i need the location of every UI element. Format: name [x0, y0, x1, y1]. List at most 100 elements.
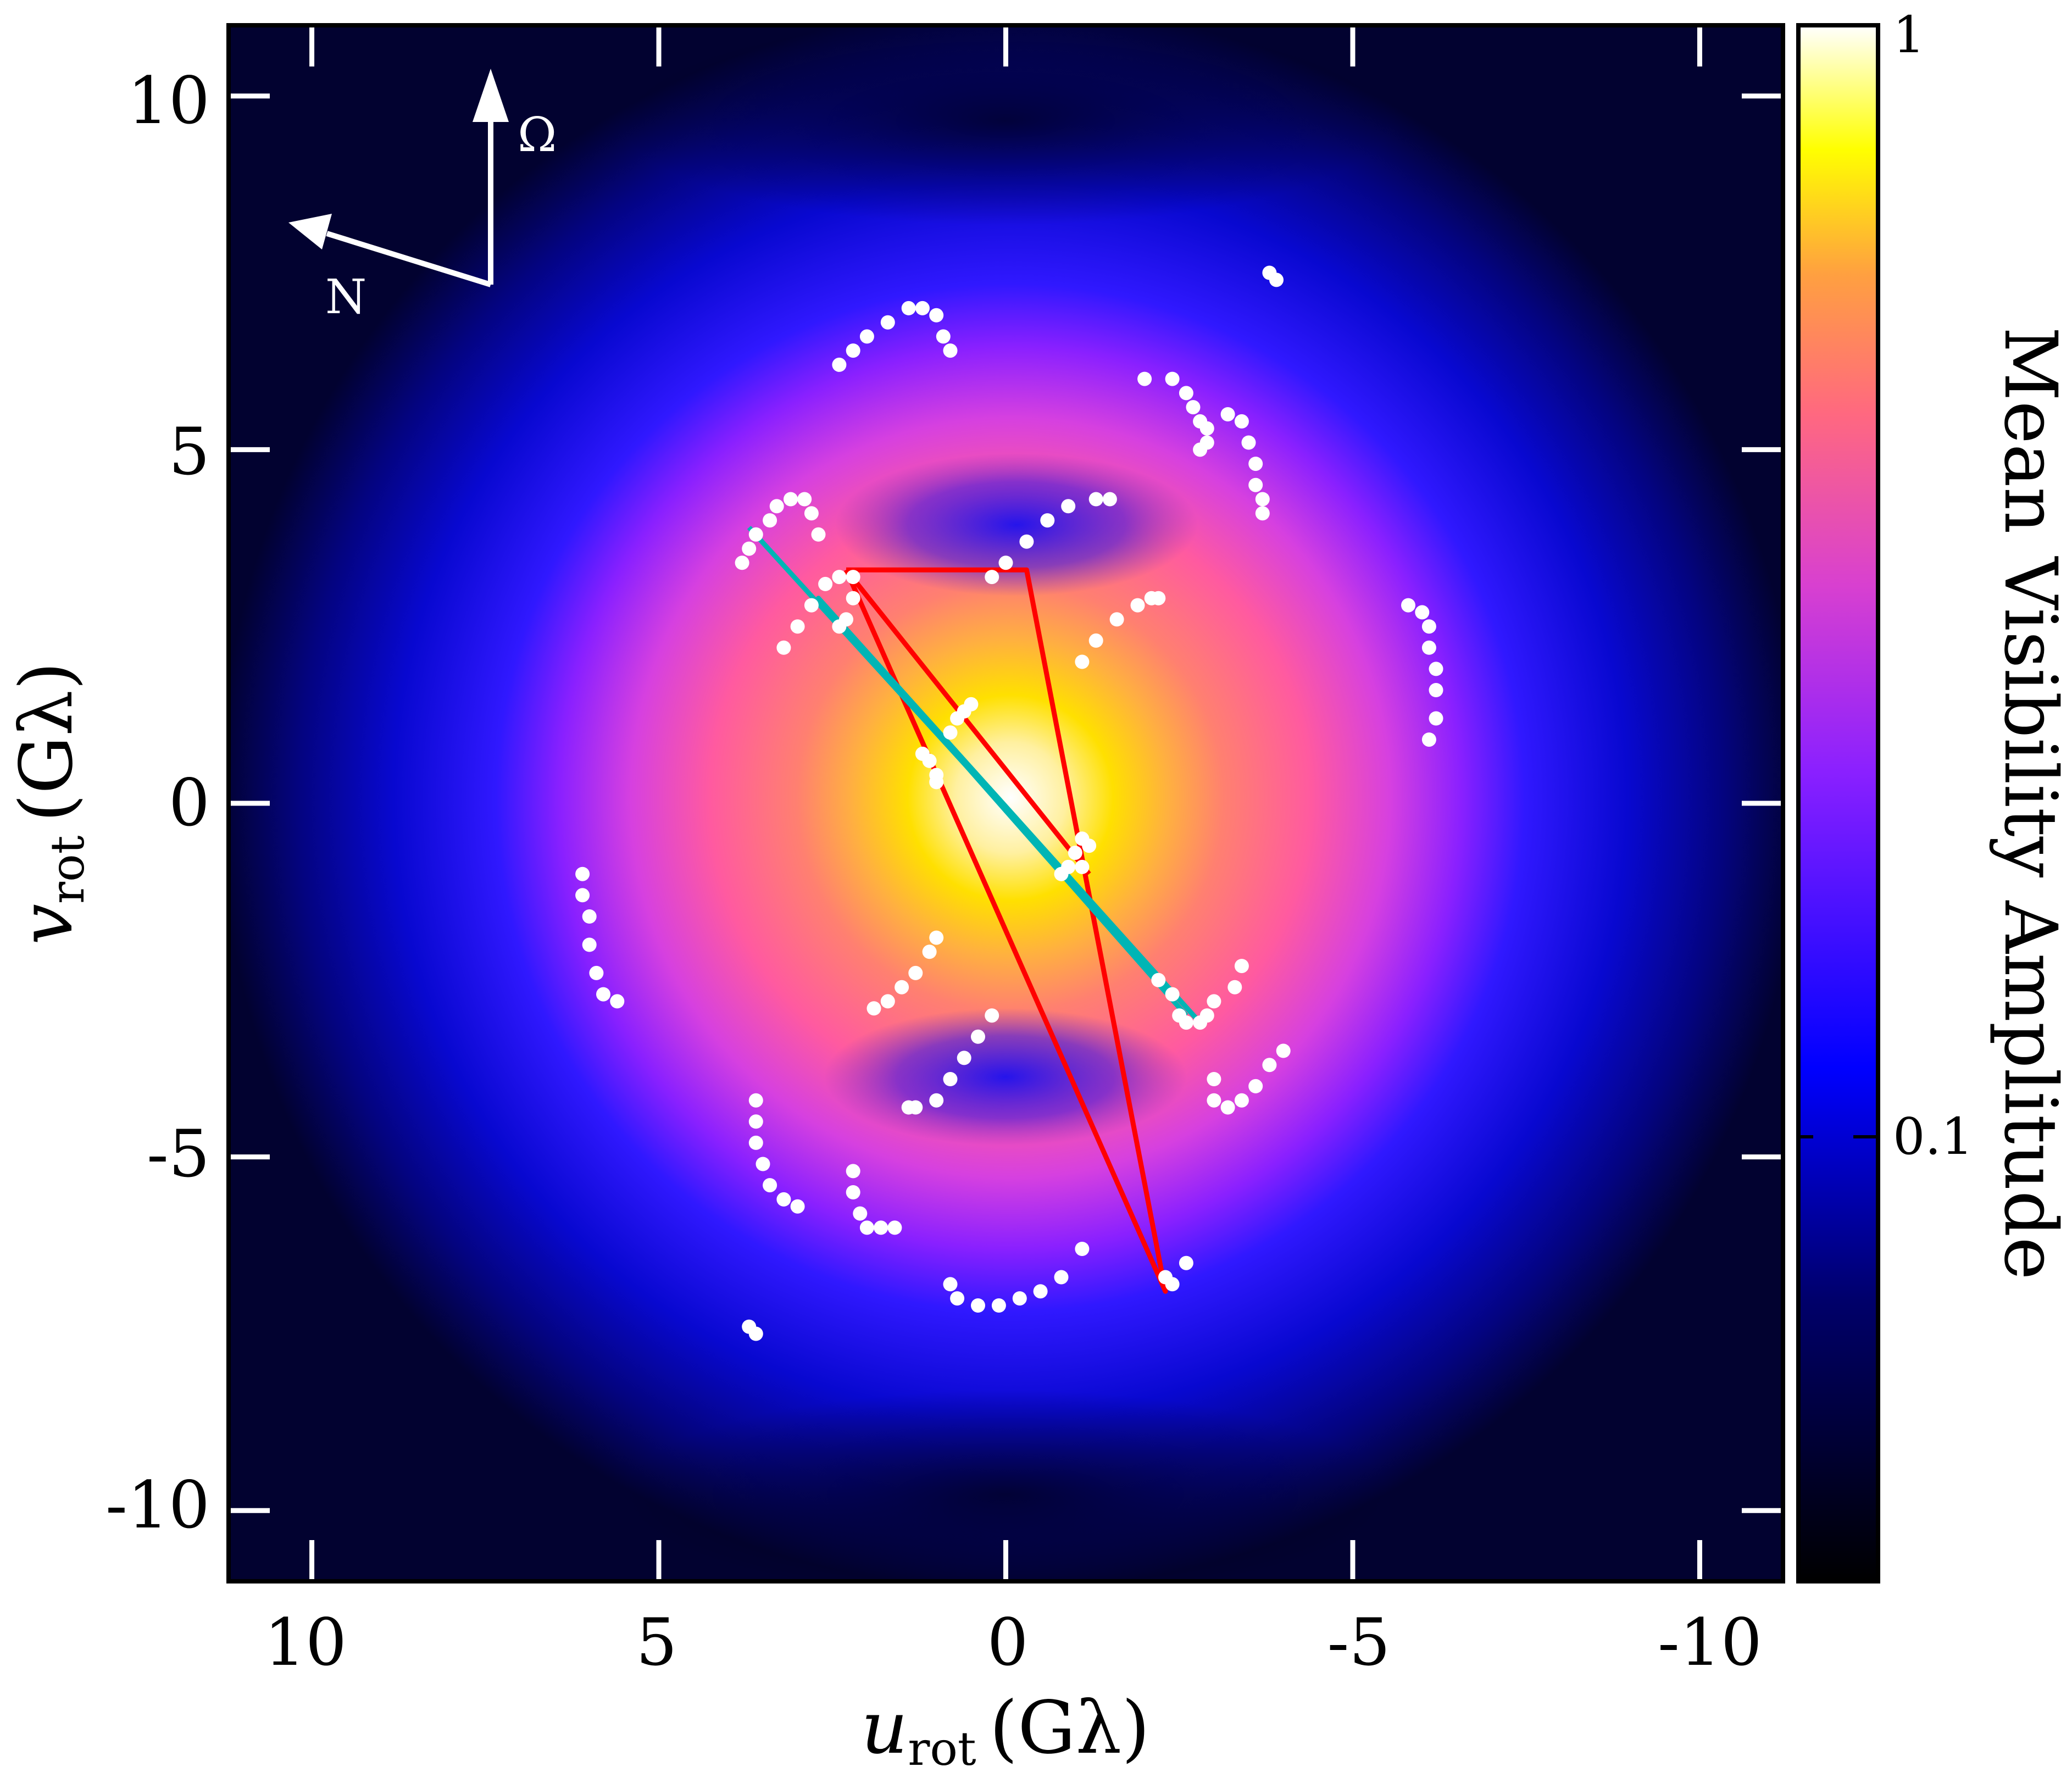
- uv-point: [582, 909, 597, 924]
- uv-point: [908, 965, 923, 980]
- uv-point: [846, 1164, 860, 1179]
- uv-point: [1179, 386, 1193, 401]
- uv-point: [887, 1220, 902, 1235]
- x-tick-label: 0: [987, 1604, 1028, 1680]
- north-label: N: [325, 270, 366, 325]
- uv-point: [1061, 859, 1076, 874]
- uv-point: [1158, 1270, 1173, 1285]
- uv-point: [1040, 513, 1055, 528]
- uv-point: [1088, 633, 1103, 648]
- compass: Ω N: [288, 69, 557, 325]
- x-tick-labels: 10 5 0 -5 -10: [264, 1604, 1762, 1680]
- uv-point: [1421, 619, 1436, 634]
- uv-point: [929, 775, 944, 790]
- uv-point: [985, 1008, 999, 1023]
- uv-point: [1130, 598, 1145, 613]
- uv-point: [1207, 1072, 1221, 1086]
- uv-point: [1033, 1284, 1048, 1299]
- spin-label: Ω: [518, 108, 557, 163]
- uv-point: [797, 492, 812, 507]
- uv-point: [901, 301, 916, 315]
- uv-point: [1401, 598, 1415, 613]
- uv-point: [1207, 994, 1221, 1009]
- closure-triangle: [747, 525, 1203, 1025]
- uv-point: [971, 1298, 985, 1313]
- north-arrow-shaft: [326, 231, 492, 287]
- uv-point: [748, 1093, 763, 1108]
- uv-point: [582, 937, 597, 952]
- colorbar-scale: [1796, 23, 1880, 1583]
- uv-point: [1012, 1291, 1027, 1306]
- uv-point: [804, 506, 819, 521]
- uv-point: [874, 1220, 888, 1235]
- closure-triangle: [843, 567, 1168, 1294]
- uv-point: [998, 555, 1013, 570]
- uv-point: [1234, 1093, 1249, 1108]
- uv-point: [901, 1100, 916, 1115]
- uv-point: [575, 888, 590, 903]
- closure-triangle: [844, 568, 1091, 876]
- uv-point: [1109, 612, 1124, 627]
- uv-point: [846, 570, 860, 585]
- uv-point: [1165, 371, 1180, 386]
- uv-point: [1075, 859, 1090, 874]
- uv-point: [1421, 640, 1436, 655]
- uv-point: [1054, 1270, 1069, 1285]
- uv-point: [1199, 421, 1214, 436]
- uv-point: [1262, 1058, 1277, 1073]
- uv-point: [1248, 1079, 1263, 1093]
- uv-point: [776, 1192, 791, 1207]
- uv-point: [1102, 492, 1117, 507]
- uv-point: [818, 576, 833, 591]
- uv-point: [790, 1199, 805, 1214]
- uv-point: [1429, 662, 1443, 676]
- y-tick-label: -10: [105, 1467, 210, 1543]
- uv-point: [964, 697, 979, 712]
- uv-point: [1193, 442, 1208, 457]
- uv-point: [1276, 1043, 1291, 1058]
- y-tick-label: 5: [169, 414, 210, 490]
- uv-point: [853, 1206, 868, 1221]
- overlay: [575, 265, 1443, 1341]
- y-tick-label: -5: [147, 1116, 210, 1192]
- uv-point: [748, 1114, 763, 1129]
- colorbar: 1 0.1 Mean Visibility Amplitude: [1796, 5, 2072, 1583]
- uv-point: [1137, 371, 1152, 386]
- uv-point: [1075, 654, 1090, 669]
- uv-point: [943, 343, 958, 358]
- uv-point: [1421, 732, 1436, 747]
- north-arrow-head: [288, 214, 332, 249]
- uv-point: [1415, 605, 1430, 620]
- uv-point: [596, 987, 610, 1002]
- uv-point: [1234, 414, 1249, 429]
- uv-point: [866, 1001, 881, 1016]
- uv-point: [763, 513, 777, 528]
- uv-point: [943, 1072, 958, 1086]
- uv-point: [1199, 1008, 1214, 1023]
- x-axis-label: urot (Gλ): [861, 1686, 1150, 1776]
- uv-point: [846, 343, 860, 358]
- uv-point: [832, 570, 847, 585]
- uv-point: [804, 598, 819, 613]
- y-tick-labels: 10 5 0 -5 -10: [105, 63, 210, 1543]
- uv-point: [769, 499, 784, 514]
- x-tick-label: -5: [1327, 1604, 1391, 1680]
- uv-point: [1019, 534, 1034, 549]
- uv-point: [950, 1291, 965, 1306]
- y-tick-label: 0: [169, 765, 210, 841]
- uv-point: [957, 1051, 971, 1065]
- uv-point: [922, 753, 937, 768]
- uv-point: [1248, 477, 1263, 492]
- axis-ticks: [229, 25, 1783, 1581]
- uv-point: [915, 301, 930, 315]
- uv-point: [991, 1298, 1006, 1313]
- uv-point: [929, 308, 944, 323]
- uv-point: [748, 1326, 763, 1341]
- uv-point: [936, 329, 951, 344]
- uv-point: [880, 315, 895, 330]
- uv-point: [1241, 435, 1256, 450]
- colorbar-label: Mean Visibility Amplitude: [1988, 327, 2072, 1280]
- uv-point: [763, 1178, 777, 1193]
- uv-point: [929, 1093, 944, 1108]
